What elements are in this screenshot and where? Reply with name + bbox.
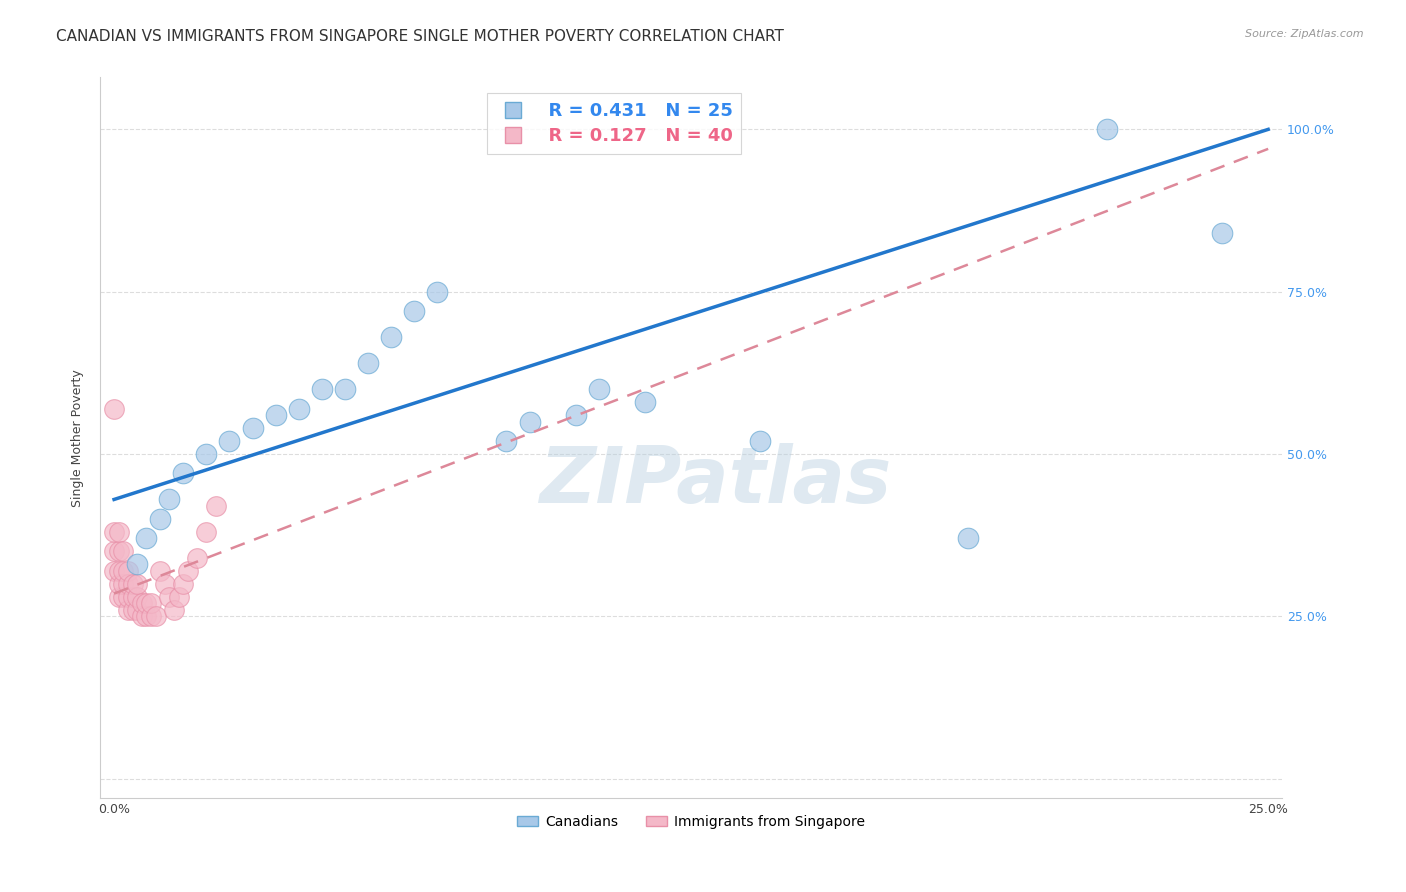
Point xyxy=(264,408,287,422)
Point xyxy=(195,447,218,461)
Point xyxy=(564,408,586,422)
Point xyxy=(127,577,149,591)
Point xyxy=(333,382,356,396)
Point xyxy=(139,609,162,624)
Y-axis label: Single Mother Poverty: Single Mother Poverty xyxy=(72,369,84,507)
Point xyxy=(107,590,129,604)
Text: CANADIAN VS IMMIGRANTS FROM SINGAPORE SINGLE MOTHER POVERTY CORRELATION CHART: CANADIAN VS IMMIGRANTS FROM SINGAPORE SI… xyxy=(56,29,785,44)
Point xyxy=(121,603,143,617)
Point xyxy=(107,577,129,591)
Point xyxy=(112,577,135,591)
Point xyxy=(404,304,426,318)
Point xyxy=(588,382,610,396)
Point xyxy=(287,401,309,416)
Point xyxy=(159,492,181,507)
Point xyxy=(186,550,208,565)
Point xyxy=(135,609,157,624)
Point xyxy=(426,285,449,299)
Point xyxy=(117,564,139,578)
Point xyxy=(135,596,157,610)
Point xyxy=(172,577,194,591)
Point xyxy=(1095,122,1118,136)
Point xyxy=(172,467,194,481)
Point xyxy=(495,434,517,448)
Point xyxy=(153,577,176,591)
Point xyxy=(1211,227,1233,241)
Point xyxy=(204,499,226,513)
Point xyxy=(117,577,139,591)
Point xyxy=(117,590,139,604)
Point xyxy=(159,590,181,604)
Point xyxy=(145,609,167,624)
Point xyxy=(127,603,149,617)
Point xyxy=(634,395,657,409)
Point xyxy=(957,532,980,546)
Point xyxy=(103,524,125,539)
Point xyxy=(195,524,218,539)
Text: ZIPatlas: ZIPatlas xyxy=(538,443,891,519)
Text: Source: ZipAtlas.com: Source: ZipAtlas.com xyxy=(1246,29,1364,38)
Point xyxy=(311,382,333,396)
Point xyxy=(357,356,380,370)
Point xyxy=(121,590,143,604)
Point xyxy=(218,434,240,448)
Point xyxy=(519,415,541,429)
Point xyxy=(749,434,772,448)
Point xyxy=(117,603,139,617)
Point xyxy=(163,603,186,617)
Point xyxy=(112,544,135,558)
Point xyxy=(135,532,157,546)
Legend: Canadians, Immigrants from Singapore: Canadians, Immigrants from Singapore xyxy=(512,809,870,834)
Point xyxy=(103,544,125,558)
Point xyxy=(121,577,143,591)
Point xyxy=(103,401,125,416)
Point xyxy=(242,421,264,435)
Point xyxy=(107,524,129,539)
Point xyxy=(177,564,200,578)
Point xyxy=(127,558,149,572)
Point xyxy=(112,564,135,578)
Point xyxy=(107,564,129,578)
Point xyxy=(107,544,129,558)
Point xyxy=(131,596,153,610)
Point xyxy=(167,590,190,604)
Point xyxy=(380,330,402,344)
Point xyxy=(139,596,162,610)
Point xyxy=(103,564,125,578)
Point xyxy=(112,590,135,604)
Point xyxy=(149,564,172,578)
Point xyxy=(149,512,172,526)
Point xyxy=(127,590,149,604)
Point xyxy=(131,609,153,624)
